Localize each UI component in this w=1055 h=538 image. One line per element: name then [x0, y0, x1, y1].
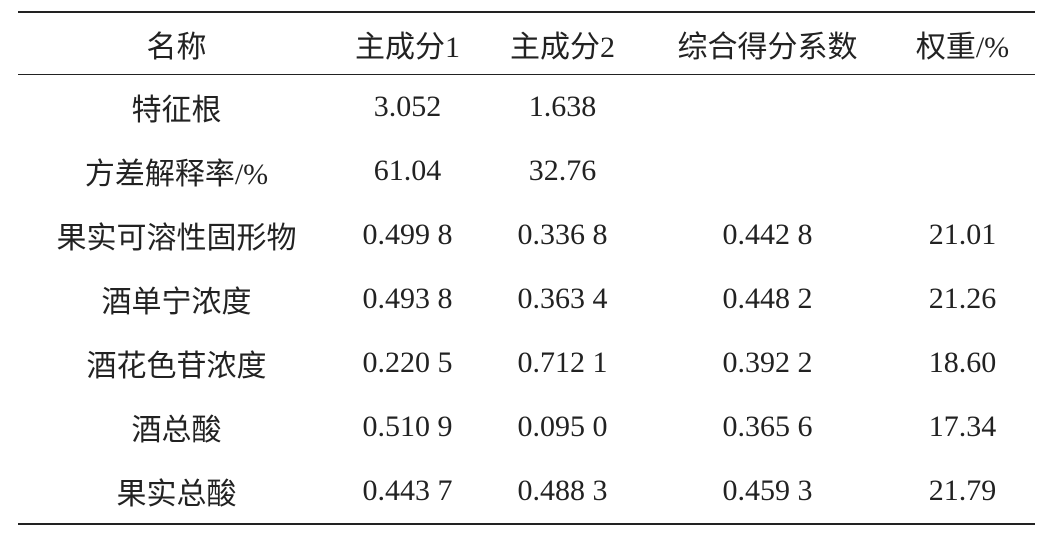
table-cell: 0.363 4 [517, 282, 608, 315]
table-head: 名称 主成分1 主成分2 综合得分系数 权重/% [18, 12, 1035, 75]
table-cell: 0.392 2 [722, 346, 813, 379]
table-cell: 0.510 9 [362, 410, 453, 443]
table-cell: 0.712 1 [517, 346, 608, 379]
table-row: 方差解释率/% 61.04 32.76 [18, 139, 1035, 203]
header-row: 名称 主成分1 主成分2 综合得分系数 权重/% [18, 12, 1035, 75]
table-cell: 17.34 [928, 410, 997, 443]
empty-cell [890, 139, 1035, 203]
empty-cell [645, 75, 890, 140]
table-cell: 21.26 [928, 282, 997, 315]
empty-cell [890, 75, 1035, 140]
table-cell: 0.499 8 [362, 218, 453, 251]
table-cell: 0.459 3 [722, 474, 813, 507]
table-cell: 0.448 2 [722, 282, 813, 315]
header-cell: 综合得分系数 [677, 30, 858, 64]
row-label: 酒花色苷浓度 [86, 350, 267, 383]
row-label: 酒单宁浓度 [101, 286, 252, 319]
table-cell: 0.442 8 [722, 218, 813, 251]
table-row: 果实可溶性固形物 0.499 8 0.336 8 0.442 8 21.01 [18, 203, 1035, 267]
table-row: 酒总酸 0.510 9 0.095 0 0.365 6 17.34 [18, 395, 1035, 459]
table-cell: 0.365 6 [722, 410, 813, 443]
row-label: 果实可溶性固形物 [56, 222, 297, 255]
table-cell: 32.76 [528, 154, 597, 187]
table-container: 名称 主成分1 主成分2 综合得分系数 权重/% 特征根 3.052 1.638 方差解释率/… [18, 11, 1035, 525]
table-cell: 0.336 8 [517, 218, 608, 251]
table-cell: 3.052 [373, 90, 442, 123]
table-cell: 0.443 7 [362, 474, 453, 507]
table-cell: 0.220 5 [362, 346, 453, 379]
header-cell: 主成分1 [355, 30, 460, 64]
table-cell: 0.493 8 [362, 282, 453, 315]
table-cell: 61.04 [373, 154, 442, 187]
table-cell: 0.488 3 [517, 474, 608, 507]
table-row: 酒单宁浓度 0.493 8 0.363 4 0.448 2 21.26 [18, 267, 1035, 331]
header-cell: 名称 [146, 30, 207, 64]
table-body: 特征根 3.052 1.638 方差解释率/% 61.04 32.76 果实可溶性固形物 0.… [18, 75, 1035, 524]
row-label: 特征根 [131, 94, 222, 127]
table-cell: 0.095 0 [517, 410, 608, 443]
table-row: 酒花色苷浓度 0.220 5 0.712 1 0.392 2 18.60 [18, 331, 1035, 395]
table-cell: 21.01 [928, 218, 997, 251]
row-label: 果实总酸 [116, 478, 237, 511]
table-row: 果实总酸 0.443 7 0.488 3 0.459 3 21.79 [18, 459, 1035, 524]
row-label: 酒总酸 [131, 414, 222, 447]
table-row: 特征根 3.052 1.638 [18, 75, 1035, 140]
empty-cell [645, 139, 890, 203]
header-cell: 主成分2 [510, 30, 615, 64]
table-cell: 1.638 [528, 90, 597, 123]
header-cell: 权重/% [915, 30, 1010, 64]
table-cell: 18.60 [928, 346, 997, 379]
table-cell: 21.79 [928, 474, 997, 507]
row-label: 方差解释率/% [84, 158, 269, 191]
data-table: 名称 主成分1 主成分2 综合得分系数 权重/% 特征根 3.052 1.638 方差解释率/… [18, 11, 1035, 525]
